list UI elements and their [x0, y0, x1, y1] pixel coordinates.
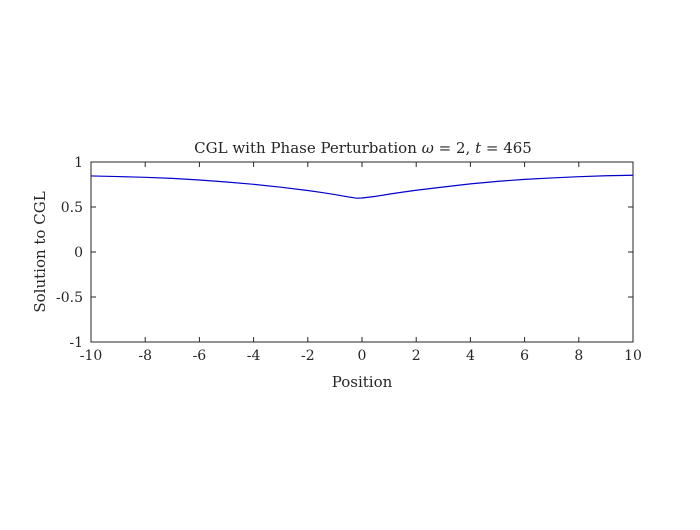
chart-title-prefix: CGL with Phase Perturbation	[194, 139, 421, 157]
plot-frame	[90, 161, 634, 343]
x-tick-label: 4	[466, 348, 475, 364]
x-axis-label: Position	[332, 373, 393, 391]
x-tick-label: 0	[358, 348, 367, 364]
x-tick-label: -4	[247, 348, 261, 364]
x-tick-label: -6	[193, 348, 207, 364]
y-tick-label: -1	[69, 335, 83, 351]
chart-title-omega-value: = 2,	[434, 139, 475, 157]
y-tick-label: 0.5	[61, 200, 83, 216]
y-tick-label: 1	[74, 155, 83, 171]
x-tick-label: 10	[624, 348, 642, 364]
x-tick-label: -10	[80, 348, 103, 364]
chart-title-omega: ω	[422, 139, 434, 157]
y-tick-label: 0	[74, 245, 83, 261]
x-tick-label: -8	[138, 348, 152, 364]
chart-title-t-value: = 465	[481, 139, 532, 157]
x-tick-label: 6	[520, 348, 529, 364]
series-line	[90, 174, 634, 199]
y-tick-label: -0.5	[56, 290, 83, 306]
x-tick-label: -2	[301, 348, 315, 364]
plot-area: -10 -8 -6 -4 -2 0 2 4 6 8 10 -1 -0.5 0 0.5 1	[56, 155, 642, 364]
chart-title: CGL with Phase Perturbation ω = 2, t = 4…	[194, 139, 532, 157]
x-tick-label: 8	[574, 348, 583, 364]
x-tick-label: 2	[412, 348, 421, 364]
y-axis-label: Solution to CGL	[31, 191, 49, 312]
chart-title-t: t	[475, 139, 482, 157]
